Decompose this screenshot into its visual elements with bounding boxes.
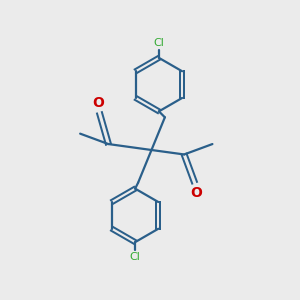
Text: O: O <box>92 97 104 110</box>
Text: Cl: Cl <box>130 252 141 262</box>
Text: Cl: Cl <box>154 38 164 48</box>
Text: O: O <box>190 186 202 200</box>
